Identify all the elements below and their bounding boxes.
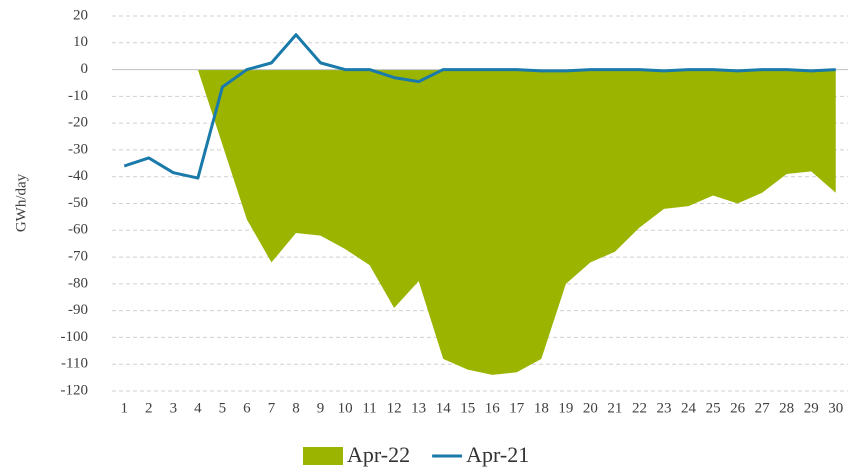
x-tick-label: 21 — [607, 400, 622, 416]
y-tick-label: -120 — [61, 382, 89, 398]
x-tick-label: 16 — [485, 400, 501, 416]
x-tick-label: 9 — [317, 400, 325, 416]
y-tick-label: -80 — [68, 275, 88, 291]
x-tick-label: 19 — [558, 400, 573, 416]
x-tick-label: 18 — [534, 400, 549, 416]
x-tick-label: 14 — [436, 400, 452, 416]
y-tick-label: -90 — [68, 302, 88, 318]
y-tick-label: -60 — [68, 222, 88, 238]
x-tick-label: 3 — [170, 400, 178, 416]
x-tick-label: 13 — [411, 400, 426, 416]
x-tick-label: 28 — [779, 400, 794, 416]
y-tick-label: 20 — [73, 7, 88, 23]
x-tick-label: 6 — [243, 400, 251, 416]
y-tick-label: -70 — [68, 249, 88, 265]
x-tick-label: 15 — [460, 400, 475, 416]
legend-label: Apr-22 — [347, 442, 410, 467]
x-tick-label: 25 — [706, 400, 721, 416]
legend-swatch — [303, 447, 343, 465]
x-tick-label: 24 — [681, 400, 697, 416]
y-axis-label: GWh/day — [13, 173, 29, 232]
y-tick-label: -50 — [68, 195, 88, 211]
x-tick-label: 20 — [583, 400, 598, 416]
x-tick-label: 12 — [387, 400, 402, 416]
x-tick-label: 4 — [194, 400, 202, 416]
area — [197, 69, 836, 375]
x-tick-label: 26 — [730, 400, 746, 416]
y-tick-label: -40 — [68, 168, 88, 184]
x-tick-label: 10 — [338, 400, 353, 416]
y-tick-label: -100 — [61, 329, 89, 345]
line — [123, 33, 836, 180]
x-tick-label: 30 — [828, 400, 843, 416]
y-tick-label: -10 — [68, 88, 88, 104]
x-tick-label: 29 — [804, 400, 819, 416]
x-tick-label: 27 — [755, 400, 771, 416]
x-tick-label: 1 — [121, 400, 129, 416]
x-tick-label: 23 — [657, 400, 672, 416]
x-tick-label: 17 — [509, 400, 525, 416]
x-tick-label: 5 — [219, 400, 227, 416]
legend-label: Apr-21 — [466, 442, 529, 467]
x-tick-label: 22 — [632, 400, 647, 416]
y-tick-label: 0 — [81, 61, 89, 77]
y-tick-label: -110 — [61, 356, 88, 372]
x-tick-label: 11 — [362, 400, 376, 416]
y-tick-label: -20 — [68, 115, 88, 131]
y-tick-label: 10 — [73, 34, 88, 50]
x-tick-label: 8 — [292, 400, 300, 416]
x-tick-label: 7 — [268, 400, 276, 416]
x-tick-label: 2 — [145, 400, 153, 416]
y-tick-label: -30 — [68, 141, 88, 157]
